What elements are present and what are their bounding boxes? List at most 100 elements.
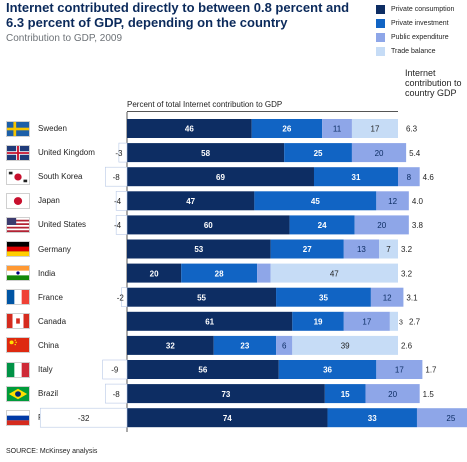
value-label-private-investment-germany: 27 (303, 245, 312, 254)
gdp-share-label-germany: 3.2 (401, 245, 413, 254)
flag-canada-icon (6, 313, 30, 330)
bar-private-investment-china (213, 335, 277, 355)
value-label-trade-balance-china: 39 (341, 342, 350, 351)
flag-italy-icon (6, 361, 30, 378)
bar-public-expenditure-france (370, 287, 404, 307)
flag-united-kingdom-icon (6, 144, 30, 161)
value-label-public-expenditure-south-korea: 8 (407, 173, 412, 182)
bar-private-investment-south-korea (313, 167, 398, 187)
bar-private-consumption-china (127, 335, 214, 355)
bar-trade-balance-negative-france (121, 287, 128, 308)
legend-item-public-expenditure: Public expenditure (376, 30, 466, 44)
value-label-private-consumption-south-korea: 69 (216, 173, 225, 182)
value-label-private-consumption-china: 32 (166, 342, 175, 351)
value-label-public-expenditure-germany: 13 (357, 245, 366, 254)
gdp-share-label-united-states: 3.8 (412, 221, 424, 230)
bar-private-investment-italy (278, 360, 377, 379)
chart-title: Internet contributed directly to between… (6, 0, 350, 30)
country-label-sweden: Sweden (38, 124, 67, 133)
bar-public-expenditure-india (257, 263, 271, 283)
country-label-brazil: Brazil (38, 389, 59, 399)
gdp-column-header: Internet contribution to country GDP (405, 68, 462, 98)
gdp-share-label-italy: 1.7 (425, 366, 437, 375)
bar-public-expenditure-italy (376, 360, 423, 379)
value-label-private-investment-france: 35 (319, 293, 328, 302)
value-label-trade-balance-united-states: -4 (114, 221, 122, 230)
legend-label: Trade balance (391, 47, 436, 55)
value-label-private-consumption-italy: 56 (198, 366, 207, 375)
value-label-public-expenditure-china: 6 (282, 342, 287, 351)
value-label-public-expenditure-canada: 17 (362, 318, 371, 327)
gdp-share-label-france: 3.1 (406, 293, 418, 302)
value-label-private-investment-russia: 33 (368, 414, 377, 423)
gdp-share-label-united-kingdom: 5.4 (409, 149, 421, 158)
value-label-private-investment-canada: 19 (314, 318, 323, 327)
value-label-private-consumption-japan: 47 (186, 197, 195, 206)
country-label-south-korea: South Korea (38, 172, 83, 182)
value-label-public-expenditure-united-states: 20 (377, 221, 386, 230)
country-label-canada: Canada (38, 316, 67, 326)
bar-trade-balance-negative-italy (102, 359, 128, 380)
chart-subtitle: Contribution to GDP, 2009 (6, 33, 123, 44)
country-label-china: China (38, 340, 59, 350)
bar-private-investment-canada (292, 311, 344, 331)
bar-private-consumption-canada (127, 311, 293, 331)
country-label-italy: Italy (38, 365, 53, 374)
legend-swatch (376, 4, 385, 14)
flag-india-icon (6, 265, 30, 282)
value-label-public-expenditure-japan: 12 (388, 197, 397, 206)
value-label-private-consumption-sweden: 46 (185, 125, 194, 134)
bar-private-consumption-united-states (127, 215, 290, 235)
bar-trade-balance-china (292, 335, 398, 355)
country-label-france: France (38, 292, 63, 302)
value-label-private-consumption-brazil: 73 (221, 390, 230, 399)
bar-trade-balance-sweden (351, 119, 398, 138)
value-label-public-expenditure-france: 12 (383, 293, 392, 302)
flag-south-korea-icon (6, 168, 30, 185)
flag-china-icon (6, 337, 30, 354)
legend-label: Private investment (391, 19, 449, 27)
value-label-private-consumption-canada: 61 (205, 318, 214, 327)
bar-public-expenditure-united-states (354, 215, 409, 235)
bar-public-expenditure-japan (376, 191, 409, 211)
bar-private-investment-france (276, 287, 371, 307)
bar-public-expenditure-united-kingdom (351, 143, 407, 163)
bar-trade-balance-negative-united-kingdom (118, 142, 128, 163)
gdp-share-label-japan: 4.0 (412, 197, 424, 206)
country-label-united-states: United States (38, 220, 87, 230)
gdp-share-label-india: 3.2 (401, 269, 413, 278)
bar-private-consumption-japan (127, 191, 255, 211)
bar-private-consumption-russia (127, 408, 328, 428)
flag-united-states-icon (6, 216, 30, 233)
value-label-private-consumption-russia: 74 (223, 414, 232, 423)
gdp-share-label-brazil: 1.5 (423, 390, 435, 399)
legend-swatch (376, 32, 385, 42)
bar-private-investment-united-states (289, 215, 355, 235)
bar-private-investment-sweden (251, 119, 323, 138)
value-label-private-investment-china: 23 (240, 342, 249, 351)
value-label-private-consumption-united-kingdom: 58 (201, 149, 210, 158)
bar-private-consumption-germany (127, 239, 271, 259)
value-label-private-investment-japan: 45 (311, 197, 320, 206)
value-label-private-consumption-france: 55 (197, 293, 206, 302)
bar-trade-balance-germany (379, 239, 398, 259)
value-label-private-investment-italy: 36 (323, 366, 332, 375)
flag-japan-icon (6, 192, 30, 209)
flag-france-icon (6, 289, 30, 306)
value-label-trade-balance-brazil: -8 (113, 390, 121, 399)
value-label-private-investment-india: 28 (215, 269, 224, 278)
legend-swatch (376, 18, 385, 28)
bar-public-expenditure-germany (343, 239, 380, 259)
value-label-private-consumption-germany: 53 (194, 245, 203, 254)
value-label-trade-balance-south-korea: -8 (113, 173, 121, 182)
bar-private-investment-brazil (324, 384, 366, 404)
flag-sweden-icon (6, 120, 30, 137)
bar-trade-balance-negative-south-korea (105, 166, 128, 187)
gdp-share-label-canada: 2.7 (409, 318, 421, 327)
value-label-private-investment-brazil: 15 (341, 390, 350, 399)
bar-trade-balance-negative-brazil (105, 383, 128, 404)
bar-private-investment-japan (254, 191, 377, 211)
legend-item-trade-balance: Trade balance (376, 44, 466, 58)
value-label-trade-balance-united-kingdom: -3 (115, 149, 123, 158)
